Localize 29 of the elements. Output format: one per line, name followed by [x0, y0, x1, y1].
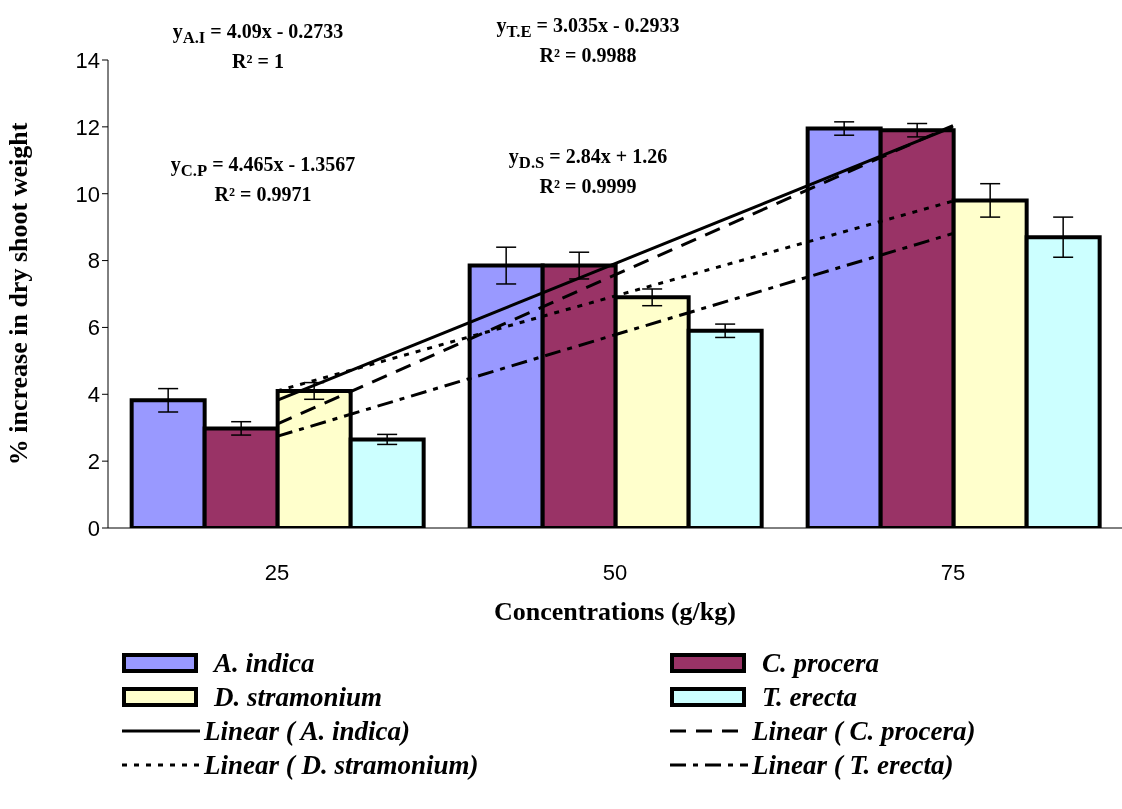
- x-tick-label: 75: [940, 559, 966, 585]
- y-tick-label: 2: [87, 448, 100, 474]
- legend-label: A. indica: [214, 647, 315, 679]
- legend-label: Linear ( D. stramonium): [204, 749, 479, 781]
- legend-label: Linear ( C. procera): [752, 715, 976, 747]
- y-tick-label: 12: [75, 114, 100, 140]
- annotation: y$_{C.P}$ = 4.465x - 1.3567: [170, 153, 356, 181]
- x-tick-label: 25: [264, 559, 290, 585]
- legend-label: Linear ( A. indica): [204, 715, 410, 747]
- y-tick-label: 8: [87, 248, 100, 274]
- annotation: R² = 1: [232, 50, 284, 73]
- legend-label: D. stramonium: [214, 681, 383, 713]
- y-tick-label: 14: [75, 47, 100, 73]
- legend-label: T. erecta: [762, 681, 857, 713]
- annotation: R² = 0.9999: [539, 175, 637, 198]
- annotation: R² = 0.9971: [214, 183, 312, 206]
- y-tick-label: 4: [87, 382, 100, 408]
- y-tick-label: 10: [75, 181, 100, 207]
- x-axis-title: Concentrations (g/kg): [494, 597, 736, 626]
- text: y$_{A.I}$ = 4.09x - 0.2733: [172, 20, 344, 48]
- annotation: R² = 0.9988: [539, 44, 637, 67]
- text: y$_{T.E}$ = 3.035x - 0.2933: [496, 14, 680, 42]
- y-axis-title: % increase in dry shoot weight: [4, 122, 34, 466]
- legend-label: C. procera: [762, 647, 879, 679]
- legend-label: Linear ( T. erecta): [752, 749, 954, 781]
- x-tick-label: 50: [602, 559, 628, 585]
- y-tick-label: 6: [87, 315, 100, 341]
- annotation: y$_{D.S}$ = 2.84x + 1.26: [508, 145, 668, 173]
- y-tick-label: 0: [87, 515, 100, 541]
